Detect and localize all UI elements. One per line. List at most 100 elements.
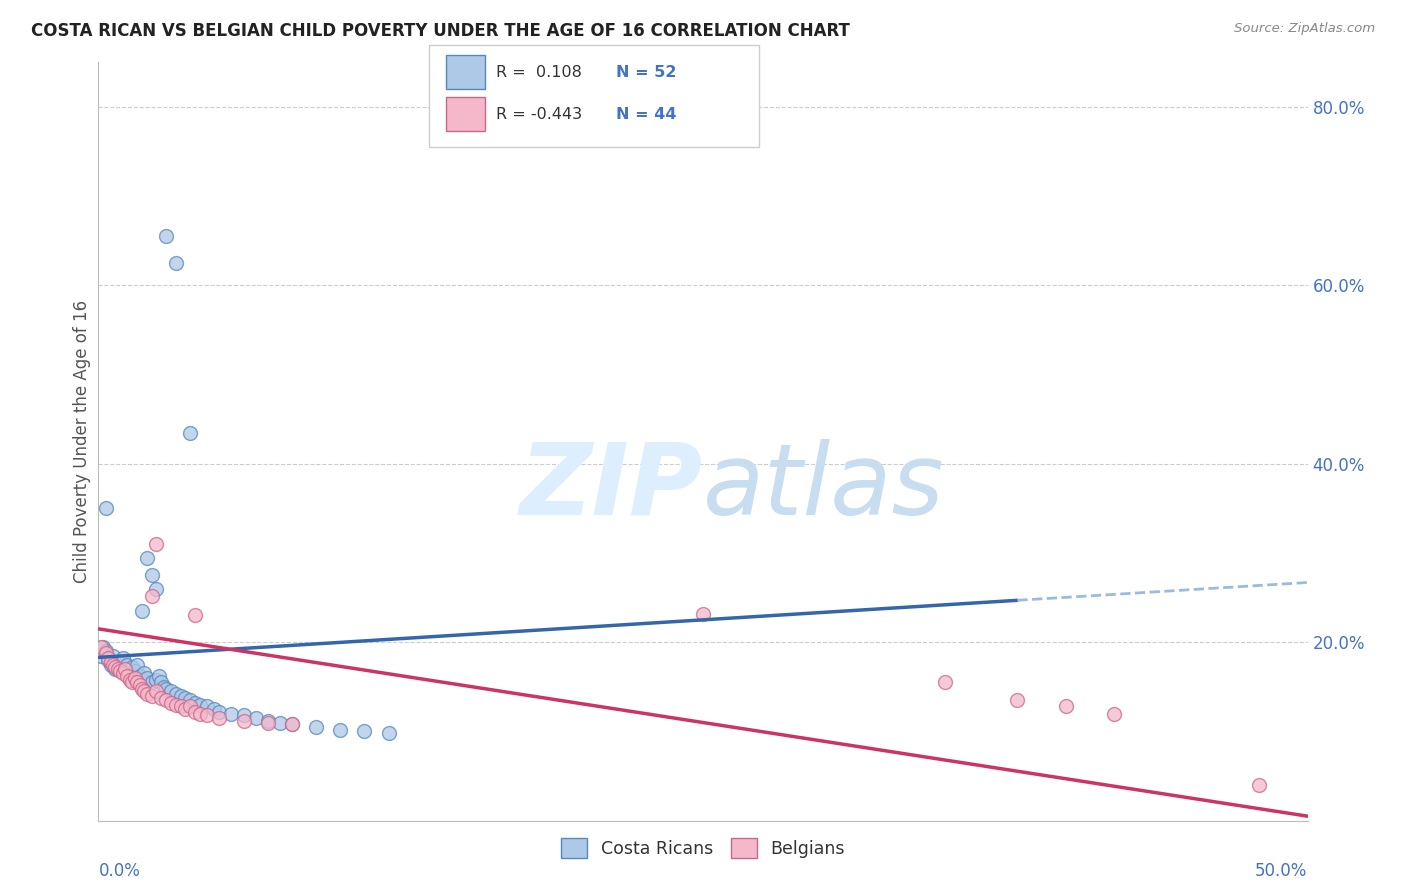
Point	[145, 673, 167, 687]
Point	[101, 648, 124, 663]
Point	[204, 702, 226, 716]
Point	[179, 699, 201, 714]
Point	[111, 666, 134, 681]
Point	[94, 646, 117, 660]
Point	[141, 589, 163, 603]
Point	[131, 673, 153, 687]
Point	[174, 690, 197, 705]
Point	[377, 726, 399, 740]
Point	[353, 724, 375, 739]
Point	[165, 256, 187, 270]
Point	[174, 702, 197, 716]
Point	[107, 662, 129, 676]
Point	[195, 708, 218, 723]
Point	[269, 715, 291, 730]
Point	[195, 699, 218, 714]
Point	[155, 229, 177, 244]
Point	[1102, 706, 1125, 721]
Text: 0.0%: 0.0%	[98, 863, 141, 880]
Point	[160, 696, 183, 710]
Point	[165, 698, 187, 712]
Point	[134, 684, 156, 698]
Point	[281, 717, 304, 731]
Point	[135, 687, 157, 701]
Point	[117, 657, 139, 672]
Point	[101, 657, 124, 672]
Point	[221, 706, 243, 721]
Text: 50.0%: 50.0%	[1256, 863, 1308, 880]
Point	[135, 671, 157, 685]
Point	[114, 664, 136, 678]
Point	[127, 657, 149, 672]
Point	[165, 687, 187, 701]
Point	[179, 425, 201, 440]
Point	[160, 684, 183, 698]
Point	[692, 607, 714, 621]
Text: COSTA RICAN VS BELGIAN CHILD POVERTY UNDER THE AGE OF 16 CORRELATION CHART: COSTA RICAN VS BELGIAN CHILD POVERTY UND…	[31, 22, 849, 40]
Point	[169, 689, 191, 703]
Point	[128, 669, 150, 683]
Point	[148, 669, 170, 683]
Point	[134, 666, 156, 681]
Point	[90, 648, 112, 663]
Point	[114, 662, 136, 676]
Text: R = -0.443: R = -0.443	[496, 107, 582, 121]
Point	[208, 705, 231, 719]
Point	[934, 675, 956, 690]
Y-axis label: Child Poverty Under the Age of 16: Child Poverty Under the Age of 16	[73, 300, 91, 583]
Point	[104, 662, 127, 676]
Point	[104, 660, 127, 674]
Point	[179, 693, 201, 707]
Point	[155, 681, 177, 696]
Point	[145, 684, 167, 698]
Text: N = 44: N = 44	[616, 107, 676, 121]
Text: Source: ZipAtlas.com: Source: ZipAtlas.com	[1234, 22, 1375, 36]
Point	[150, 690, 173, 705]
Point	[150, 675, 173, 690]
Point	[131, 604, 153, 618]
Point	[117, 669, 139, 683]
Point	[329, 723, 352, 737]
Point	[155, 693, 177, 707]
Point	[256, 714, 278, 728]
Point	[188, 706, 211, 721]
Point	[121, 675, 143, 690]
Point	[1249, 778, 1271, 792]
Point	[245, 711, 267, 725]
Point	[118, 673, 141, 687]
Point	[90, 640, 112, 654]
Point	[108, 660, 131, 674]
Legend: Costa Ricans, Belgians: Costa Ricans, Belgians	[554, 831, 852, 865]
Point	[1007, 693, 1029, 707]
Point	[141, 568, 163, 582]
Text: ZIP: ZIP	[520, 439, 703, 535]
Point	[184, 696, 207, 710]
Point	[97, 651, 120, 665]
Point	[141, 675, 163, 690]
Point	[169, 699, 191, 714]
Point	[232, 714, 254, 728]
Point	[188, 698, 211, 712]
Text: N = 52: N = 52	[616, 65, 676, 79]
Point	[127, 675, 149, 690]
Point	[100, 655, 122, 669]
Point	[107, 655, 129, 669]
Text: R =  0.108: R = 0.108	[496, 65, 582, 79]
Point	[97, 653, 120, 667]
Point	[124, 664, 146, 678]
Point	[184, 705, 207, 719]
Point	[256, 715, 278, 730]
Point	[141, 689, 163, 703]
Point	[91, 640, 114, 654]
Point	[281, 717, 304, 731]
Point	[305, 720, 328, 734]
Point	[94, 501, 117, 516]
Text: atlas: atlas	[703, 439, 945, 535]
Point	[145, 582, 167, 596]
Point	[208, 711, 231, 725]
Point	[1054, 699, 1077, 714]
Point	[94, 644, 117, 658]
Point	[184, 608, 207, 623]
Point	[135, 550, 157, 565]
Point	[111, 651, 134, 665]
